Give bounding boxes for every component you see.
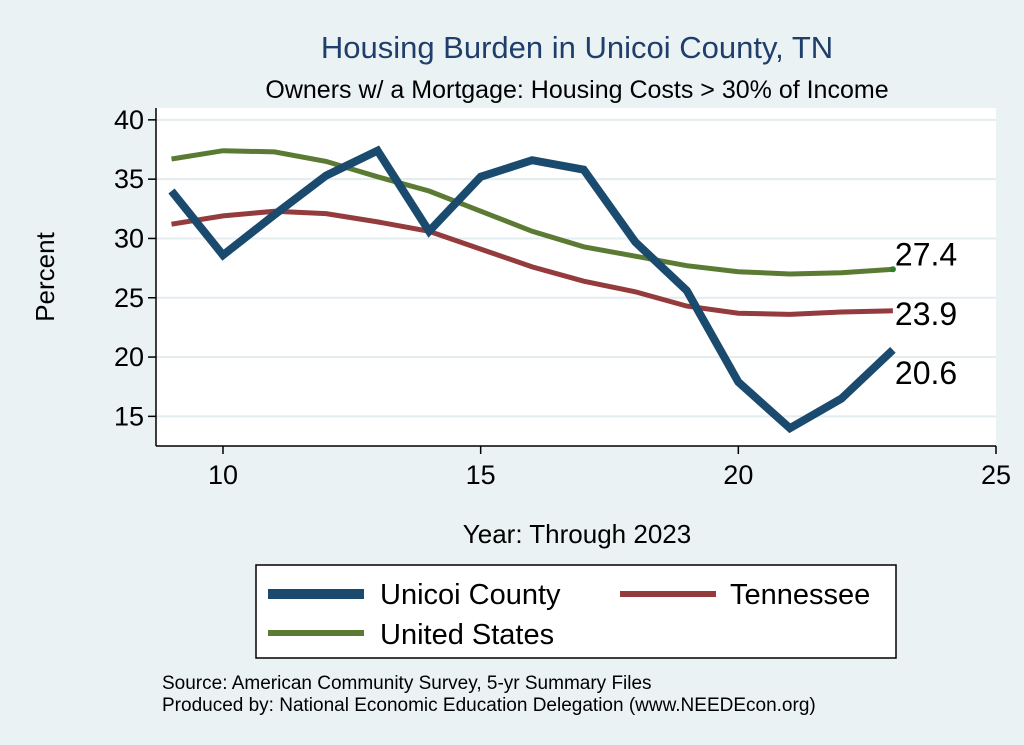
source-note-line1: Source: American Community Survey, 5-yr … <box>162 673 652 694</box>
legend-label-us: United States <box>380 619 554 651</box>
y-tick-label: 40 <box>114 105 144 135</box>
y-tick-label: 20 <box>114 342 144 372</box>
x-tick-label: 10 <box>208 460 238 490</box>
series-layer <box>168 145 896 434</box>
axes: 15 20 25 30 35 40 10 15 20 25 <box>114 105 1011 490</box>
gridlines <box>156 118 996 418</box>
series-line-united-states <box>171 148 894 277</box>
y-tick-label: 25 <box>114 283 144 313</box>
y-tick-label: 15 <box>114 401 144 431</box>
legend-box <box>255 564 897 659</box>
x-tick-label: 20 <box>723 460 753 490</box>
legend-label-unicoi: Unicoi County <box>380 579 561 611</box>
legend-label-tennessee: Tennessee <box>730 579 870 611</box>
end-labels: 20.6 23.9 27.4 <box>895 236 957 391</box>
series-line-unicoi-county <box>168 145 896 434</box>
chart-title: Housing Burden in Unicoi County, TN <box>321 30 833 65</box>
series-end-marker-us <box>889 266 896 273</box>
end-label-tennessee: 23.9 <box>895 296 957 332</box>
chart-subtitle: Owners w/ a Mortgage: Housing Costs > 30… <box>265 76 888 104</box>
x-axis-label: Year: Through 2023 <box>463 519 691 549</box>
end-label-united-states: 27.4 <box>895 236 957 272</box>
x-tick-label: 15 <box>466 460 496 490</box>
y-tick-label: 30 <box>114 223 144 253</box>
end-label-unicoi-county: 20.6 <box>895 355 957 391</box>
y-tick-label: 35 <box>114 164 144 194</box>
series-line-tennessee <box>171 208 893 317</box>
x-tick-label: 25 <box>981 460 1011 490</box>
y-axis-label: Percent <box>30 231 60 321</box>
source-note-line2: Produced by: National Economic Education… <box>162 695 816 716</box>
